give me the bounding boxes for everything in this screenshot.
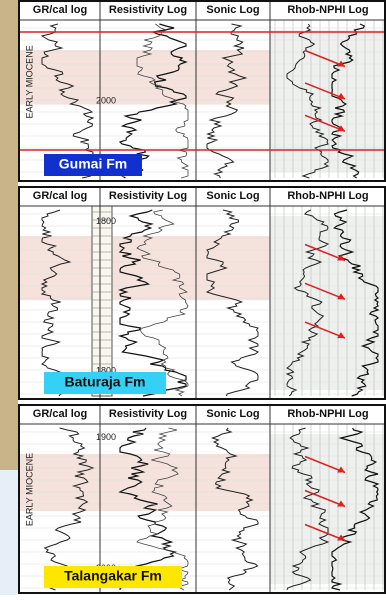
column-header: Rhob-NPHI Log: [287, 190, 368, 202]
column-header: Sonic Log: [206, 408, 259, 420]
log-curve: [43, 427, 95, 591]
age-label: EARLY MIOCENE: [24, 453, 34, 526]
log-curve: [210, 427, 259, 591]
arrow: [304, 49, 346, 68]
depth-label: 1800: [96, 365, 116, 375]
shaded-zone: [20, 50, 270, 105]
formation-label: Baturaja Fm: [65, 374, 146, 390]
arrow-head: [337, 60, 345, 67]
arrow: [304, 114, 346, 132]
log-curve: [286, 427, 330, 591]
shaded-zone: [20, 454, 270, 511]
column-header: GR/cal log: [33, 4, 87, 16]
log-curve: [118, 23, 188, 179]
arrow: [304, 82, 346, 100]
arrow: [304, 321, 346, 339]
log-curve: [331, 427, 380, 591]
side-strip: [0, 470, 18, 595]
log-curve: [332, 209, 380, 397]
arrow: [304, 523, 346, 542]
shaded-zone: [270, 216, 386, 390]
shaded-zone: [270, 30, 386, 172]
column-header: Resistivity Log: [109, 408, 187, 420]
log-curve: [40, 23, 95, 179]
formation-box: [44, 566, 182, 588]
log-curve: [205, 23, 248, 179]
arrow-head: [337, 332, 345, 339]
age-label: EARLY MIOCENE: [24, 45, 34, 118]
formation-box: [44, 372, 166, 394]
column-header: Sonic Log: [206, 190, 259, 202]
arrow-head: [337, 254, 345, 261]
arrow: [304, 489, 346, 508]
column-header: Rhob-NPHI Log: [287, 408, 368, 420]
log-curve: [205, 209, 259, 397]
log-curve: [117, 427, 177, 591]
arrow: [304, 282, 346, 300]
log-curve: [286, 23, 330, 179]
column-header: GR/cal log: [33, 408, 87, 420]
column-header: Rhob-NPHI Log: [287, 4, 368, 16]
column-header: Sonic Log: [206, 4, 259, 16]
panel-border: [18, 404, 386, 594]
arrow-head: [337, 466, 345, 473]
depth-label: 2000: [96, 95, 116, 105]
arrow-head: [337, 500, 345, 507]
column-header: GR/cal log: [33, 190, 87, 202]
column-header: Resistivity Log: [109, 190, 187, 202]
depth-label: 1900: [96, 432, 116, 442]
log-curve: [136, 209, 189, 397]
log-curve: [285, 209, 330, 397]
log-curve: [136, 23, 189, 179]
side-strip: [0, 0, 18, 470]
arrow-head: [337, 293, 345, 300]
log-curve: [117, 209, 187, 397]
shaded-zone: [20, 236, 270, 301]
log-curve: [331, 23, 366, 179]
arrow: [304, 455, 346, 474]
depth-label: 1800: [96, 216, 116, 226]
formation-label: Talangakar Fm: [64, 568, 162, 584]
arrow-head: [337, 125, 345, 132]
panel-border: [18, 186, 386, 400]
formation-box: [44, 154, 142, 176]
arrow-head: [337, 534, 345, 541]
log-curve: [136, 427, 189, 591]
arrow-head: [337, 92, 345, 99]
log-curve: [40, 209, 80, 397]
panel-border: [18, 0, 386, 182]
column-header: Resistivity Log: [109, 4, 187, 16]
formation-label: Gumai Fm: [59, 156, 127, 172]
arrow: [304, 243, 346, 262]
